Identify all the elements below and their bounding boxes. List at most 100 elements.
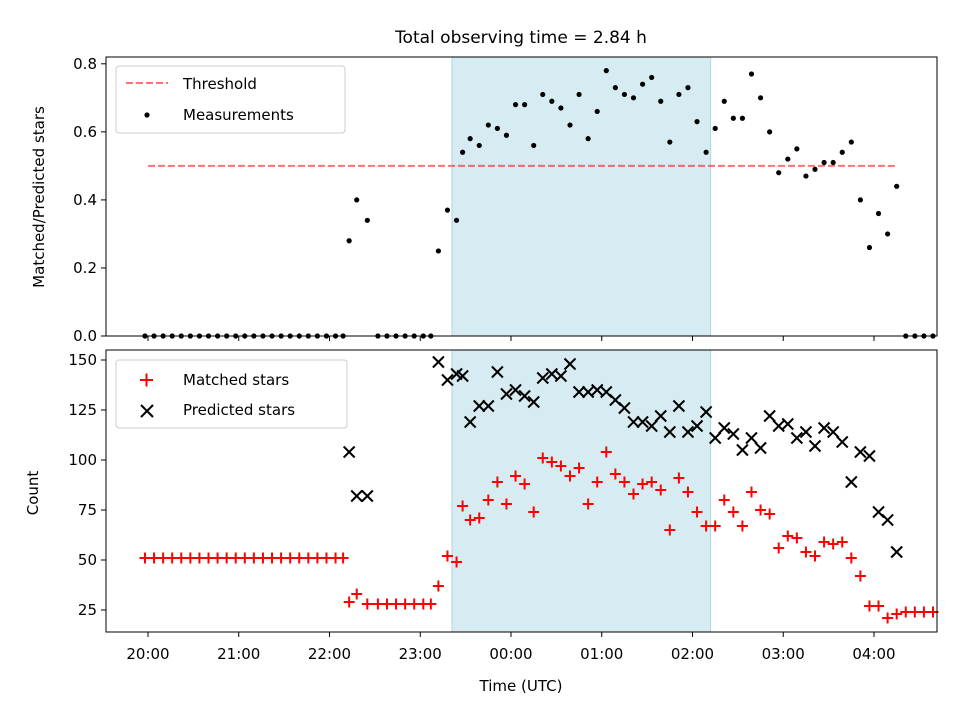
observing-window-span	[451, 56, 712, 337]
predicted-star-point	[863, 449, 876, 463]
measurement-point	[812, 166, 818, 172]
matched-star-point	[745, 486, 757, 498]
measurement-point	[658, 98, 664, 104]
matched-star-point	[736, 520, 748, 532]
measurement-point	[522, 102, 528, 108]
matched-star-point	[432, 580, 444, 592]
measurement-point	[512, 102, 519, 108]
matched-star-point	[464, 514, 476, 526]
matched-star-point	[457, 500, 469, 512]
count-x-tick-label: 20:00	[126, 645, 169, 663]
matched-star-point	[600, 446, 612, 458]
ratio-legend: Threshold Measurements	[115, 65, 346, 134]
matched-star-point	[591, 476, 603, 488]
matched-star-point	[773, 542, 785, 554]
matched-star-point	[510, 470, 522, 482]
predicted-star-point	[845, 475, 858, 489]
matched-star-point	[500, 498, 512, 510]
count-x-tick-label: 01:00	[580, 645, 623, 663]
predicted-star-point	[554, 369, 568, 383]
predicted-star-point	[527, 395, 540, 409]
matched-star-point	[673, 472, 685, 484]
measurement-point	[494, 125, 500, 132]
matched-star-point	[573, 462, 585, 474]
predicted-star-point	[718, 421, 731, 435]
count-plot-frame	[105, 349, 938, 633]
matched-star-point	[482, 494, 494, 506]
x-axis-label: Time (UTC)	[479, 677, 563, 695]
predicted-star-point	[518, 389, 531, 403]
predicted-star-point	[627, 415, 640, 429]
measurement-point	[839, 149, 845, 155]
predicted-star-point	[699, 405, 713, 419]
count-y-tick-label: 25	[78, 601, 97, 619]
predicted-star-point	[745, 431, 758, 445]
count-legend: Matched stars Predicted stars	[115, 359, 348, 429]
count-legend-box	[115, 359, 348, 429]
matched-legend-label: Matched stars	[183, 371, 289, 389]
count-panel: 25 50 75 100 125 150 20:00 21:00 22:00 23:00 00:00…	[24, 349, 939, 695]
count-y-tick-label: 150	[68, 351, 97, 369]
measurement-point	[485, 122, 491, 128]
matched-star-point	[351, 588, 363, 600]
count-x-tick-label: 21:00	[217, 645, 260, 663]
measurement-point	[649, 74, 655, 81]
matched-star-point	[646, 476, 658, 488]
predicted-star-point	[808, 439, 822, 453]
matched-star-point	[691, 506, 703, 518]
count-x-tick-label: 23:00	[399, 645, 442, 663]
predicted-star-point	[817, 421, 831, 435]
matched-star-point	[709, 520, 721, 532]
matched-star-point	[555, 460, 567, 472]
matched-star-point	[609, 468, 621, 480]
measurement-point	[630, 95, 637, 101]
matched-star-point	[891, 608, 903, 620]
matched-star-point	[473, 512, 485, 524]
measurements-legend-label: Measurements	[183, 106, 294, 124]
measurement-point	[875, 210, 882, 217]
matched-star-point	[755, 504, 767, 516]
predicted-legend-swatch	[140, 404, 154, 418]
matched-star-point	[682, 486, 694, 498]
predicted-star-point	[690, 419, 704, 433]
measurement-point	[621, 91, 628, 98]
count-y-tick-label: 75	[78, 501, 97, 519]
predicted-star-point	[491, 365, 504, 379]
predicted-star-point	[463, 415, 477, 429]
measurement-point	[667, 139, 673, 145]
measurement-point	[848, 139, 854, 145]
predicted-star-point	[781, 417, 794, 431]
matched-star-point	[491, 476, 503, 488]
predicted-star-point	[482, 399, 495, 413]
matched-star-point	[546, 456, 558, 468]
ratio-y-axis-label: Matched/Predicted stars	[30, 106, 48, 288]
measurement-point	[767, 129, 773, 135]
measurement-point	[821, 159, 827, 166]
matched-star-point	[343, 596, 355, 608]
predicted-star-point	[456, 369, 469, 383]
matched-star-point	[882, 612, 894, 624]
predicted-star-point	[563, 357, 577, 371]
matched-star-point	[618, 476, 630, 488]
matched-star-point	[337, 552, 349, 564]
measurement-point	[567, 122, 573, 128]
measurement-point	[894, 183, 900, 189]
matched-star-point	[764, 508, 776, 520]
count-x-tick-label: 22:00	[308, 645, 351, 663]
measurement-point	[435, 248, 441, 254]
count-x-tick-label: 03:00	[762, 645, 805, 663]
measurement-point	[712, 125, 718, 132]
matched-star-point	[827, 538, 839, 550]
matched-star-point	[809, 550, 821, 562]
measurement-point	[857, 197, 863, 203]
count-x-tick-label: 02:00	[671, 645, 714, 663]
predicted-star-point	[736, 443, 749, 457]
predicted-star-point	[672, 399, 686, 413]
predicted-star-point	[681, 425, 695, 439]
predicted-star-point	[581, 385, 595, 399]
measurement-point	[612, 85, 618, 91]
matched-star-point	[845, 552, 857, 564]
measurement-point	[585, 136, 591, 142]
matched-star-point	[727, 506, 739, 518]
